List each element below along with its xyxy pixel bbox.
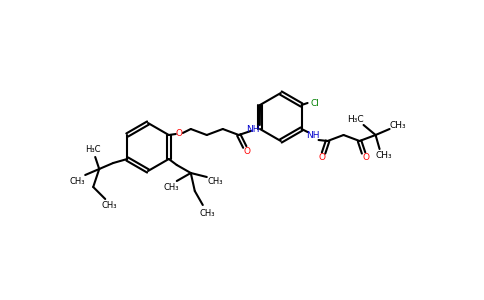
Text: CH₃: CH₃ (207, 176, 223, 185)
Text: Cl: Cl (310, 98, 319, 107)
Text: NH: NH (306, 131, 319, 140)
Text: CH₃: CH₃ (199, 208, 214, 217)
Text: H₃C: H₃C (347, 115, 364, 124)
Text: NH: NH (246, 124, 259, 134)
Text: CH₃: CH₃ (389, 121, 406, 130)
Text: O: O (362, 154, 369, 163)
Text: CH₃: CH₃ (163, 184, 179, 193)
Text: CH₃: CH₃ (70, 176, 85, 185)
Text: O: O (318, 154, 325, 163)
Text: O: O (175, 130, 182, 139)
Text: O: O (243, 148, 250, 157)
Text: H₃C: H₃C (86, 145, 101, 154)
Text: CH₃: CH₃ (102, 202, 117, 211)
Text: CH₃: CH₃ (375, 151, 392, 160)
